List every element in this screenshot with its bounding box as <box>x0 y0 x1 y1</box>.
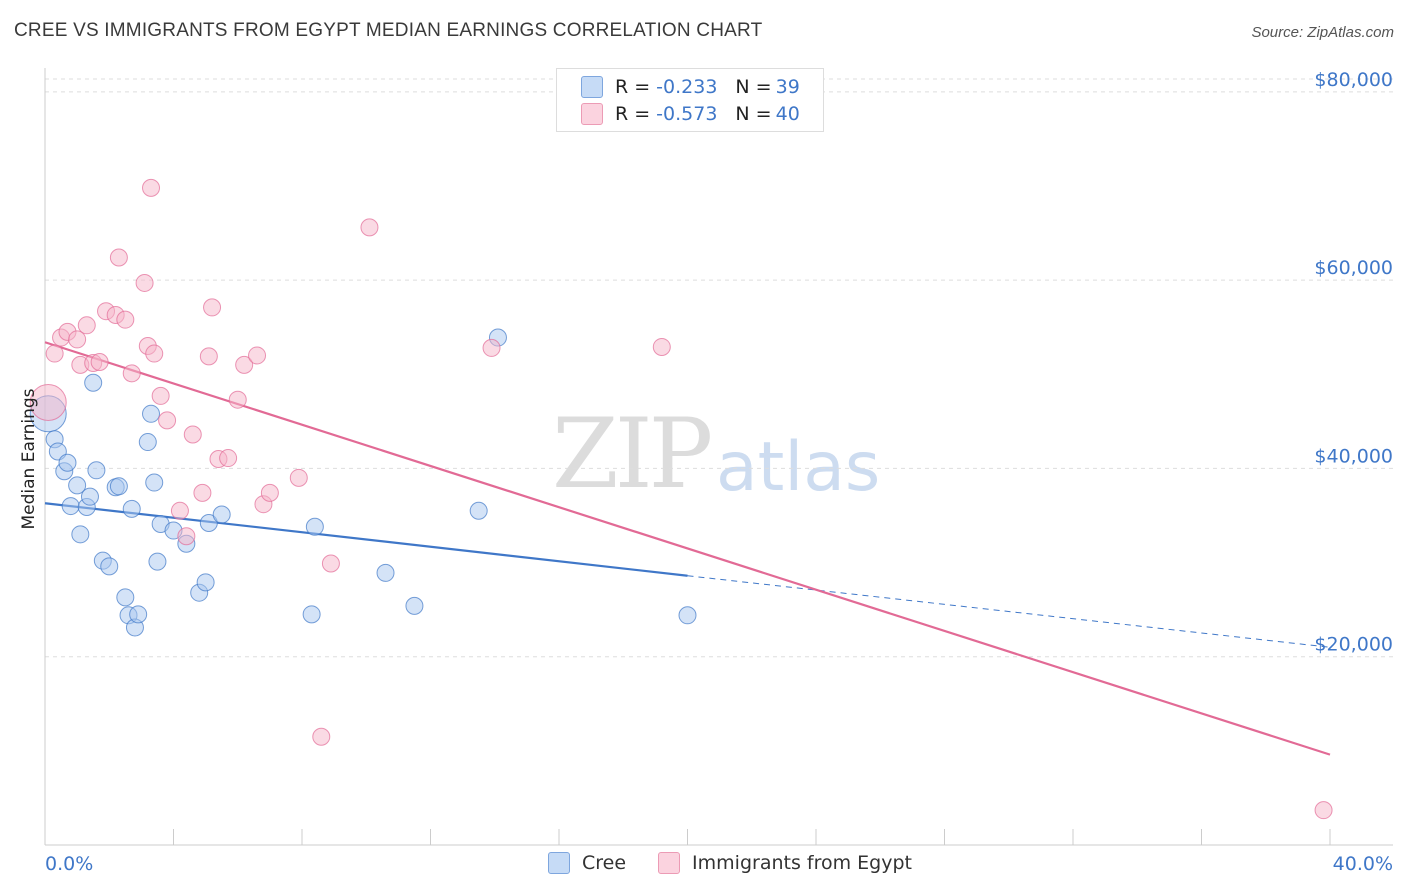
legend-r-label: R = <box>615 103 651 125</box>
data-point-cree <box>116 588 135 607</box>
legend-n-value: 39 <box>775 76 800 98</box>
data-point-egypt <box>158 411 177 430</box>
axis-labels: $20,000 $40,000 $60,000 $80,000 0.0% 40.0% Med… <box>19 69 1393 875</box>
watermark-zip: ZIP <box>552 398 713 510</box>
trend-line-cree <box>44 502 688 577</box>
data-point-egypt <box>289 468 308 487</box>
legend-r-value: -0.233 <box>656 76 718 98</box>
data-point-cree <box>212 505 231 524</box>
data-point-cree <box>405 596 424 615</box>
legend-row-egypt: R = -0.573 N = 40 <box>581 102 800 126</box>
data-point-egypt <box>68 330 87 349</box>
data-point-cree <box>84 373 103 392</box>
legend-n-value: 40 <box>775 103 800 125</box>
series-name-egypt: Immigrants from Egypt <box>692 852 912 874</box>
y-tick-label: $60,000 <box>1314 257 1393 279</box>
data-point-egypt <box>142 178 161 197</box>
data-point-cree <box>199 514 218 533</box>
data-point-egypt <box>29 384 67 422</box>
data-point-cree <box>61 497 80 516</box>
data-point-cree <box>302 605 321 624</box>
series-legend-item-cree: Cree <box>548 852 626 874</box>
data-point-egypt <box>203 298 222 317</box>
trend-lines <box>44 341 1331 756</box>
trend-line-egypt <box>44 341 1331 756</box>
data-point-egypt <box>321 554 340 573</box>
data-point-egypt <box>177 527 196 546</box>
data-point-cree <box>142 404 161 423</box>
trend-line-cree-extension <box>687 575 1331 648</box>
data-point-cree <box>196 573 215 592</box>
data-point-egypt <box>122 364 141 383</box>
data-point-egypt <box>116 310 135 329</box>
data-point-egypt <box>151 386 170 405</box>
y-axis-label: Median Earnings <box>19 388 39 529</box>
data-point-egypt <box>183 425 202 444</box>
data-points <box>29 178 1333 820</box>
data-point-egypt <box>235 355 254 374</box>
legend-n-label: N = <box>735 103 772 125</box>
data-point-egypt <box>145 344 164 363</box>
data-point-cree <box>100 557 119 576</box>
data-point-cree <box>87 461 106 480</box>
data-point-egypt <box>90 353 109 372</box>
data-point-egypt <box>482 338 501 357</box>
data-point-egypt <box>228 390 247 409</box>
data-point-cree <box>376 563 395 582</box>
y-tick-label: $40,000 <box>1314 445 1393 467</box>
data-point-egypt <box>199 347 218 366</box>
data-point-cree <box>148 552 167 571</box>
data-point-egypt <box>45 344 64 363</box>
data-point-egypt <box>193 483 212 502</box>
legend-swatch-egypt <box>581 103 603 125</box>
data-point-egypt <box>109 248 128 267</box>
data-point-egypt <box>312 727 331 746</box>
data-point-cree <box>305 517 324 536</box>
data-point-egypt <box>260 483 279 502</box>
legend-r-value: -0.573 <box>656 103 718 125</box>
x-tick-label-max: 40.0% <box>1333 853 1393 875</box>
data-point-cree <box>71 525 90 544</box>
data-point-cree <box>138 433 157 452</box>
series-legend: Cree Immigrants from Egypt <box>548 852 944 874</box>
data-point-egypt <box>170 501 189 520</box>
data-point-egypt <box>219 449 238 468</box>
y-tick-label: $20,000 <box>1314 634 1393 656</box>
series-swatch-egypt <box>658 852 681 874</box>
chart-title: CREE VS IMMIGRANTS FROM EGYPT MEDIAN EAR… <box>14 20 763 41</box>
data-point-egypt <box>1314 801 1333 820</box>
data-point-cree <box>122 499 141 518</box>
data-point-cree <box>145 473 164 492</box>
series-swatch-cree <box>548 852 570 874</box>
data-point-cree <box>109 477 128 496</box>
data-point-cree <box>678 606 697 625</box>
data-point-cree <box>469 501 488 520</box>
y-tick-label: $80,000 <box>1314 69 1393 91</box>
legend-n-label: N = <box>735 76 772 98</box>
watermark-atlas: atlas <box>716 428 881 507</box>
series-name-cree: Cree <box>582 852 627 874</box>
data-point-cree <box>80 487 99 506</box>
data-point-cree <box>129 605 148 624</box>
axes <box>44 68 1393 846</box>
x-tick-label-min: 0.0% <box>45 853 93 875</box>
legend-swatch-cree <box>581 76 603 98</box>
data-point-egypt <box>360 218 379 237</box>
series-legend-item-egypt: Immigrants from Egypt <box>658 852 912 874</box>
data-point-cree <box>58 453 77 472</box>
source-note: Source: ZipAtlas.com <box>1251 24 1394 41</box>
data-point-egypt <box>77 316 96 335</box>
data-point-egypt <box>652 337 671 356</box>
data-point-cree <box>68 476 87 495</box>
legend-row-cree: R = -0.233 N = 39 <box>581 75 800 99</box>
data-point-egypt <box>135 273 154 292</box>
data-point-egypt <box>248 346 267 365</box>
correlation-legend: R = -0.233 N = 39 R = -0.573 N = 40 <box>556 68 824 132</box>
legend-r-label: R = <box>615 76 651 98</box>
